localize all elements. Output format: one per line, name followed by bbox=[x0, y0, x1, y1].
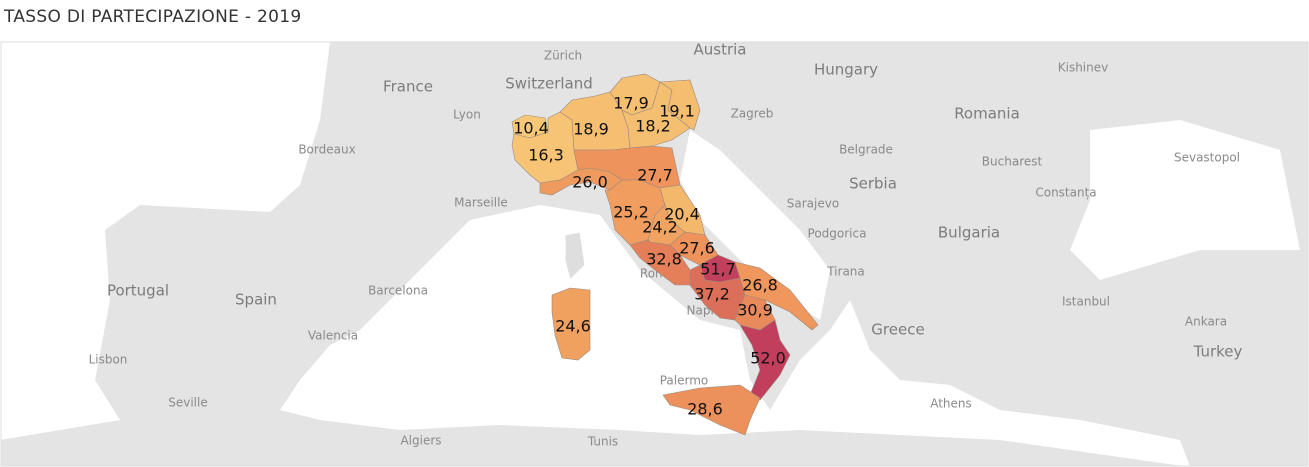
region-value: 52,0 bbox=[750, 349, 786, 368]
place-label: Algiers bbox=[400, 434, 441, 448]
place-label: Belgrade bbox=[839, 143, 893, 157]
sea bbox=[1070, 120, 1300, 280]
place-label: Zagreb bbox=[731, 107, 774, 121]
place-label: Tirana bbox=[826, 265, 865, 279]
place-label: Valencia bbox=[308, 329, 358, 343]
place-label: Turkey bbox=[1193, 343, 1243, 361]
region-value: 10,4 bbox=[513, 119, 549, 138]
place-label: Portugal bbox=[107, 282, 169, 300]
region-value: 25,2 bbox=[613, 203, 649, 222]
place-label: Bordeaux bbox=[298, 143, 355, 157]
region-value: 24,2 bbox=[642, 218, 678, 237]
sea bbox=[1, 42, 330, 440]
sea bbox=[280, 205, 1190, 466]
region-value: 26,0 bbox=[572, 173, 608, 192]
place-label: Kishinev bbox=[1058, 61, 1108, 75]
region-value: 18,2 bbox=[635, 117, 671, 136]
place-label: Sarajevo bbox=[787, 197, 839, 211]
region-value: 27,7 bbox=[637, 166, 673, 185]
title: TASSO DI PARTECIPAZIONE - 2019 bbox=[4, 7, 302, 27]
place-label: Podgorica bbox=[808, 227, 867, 241]
place-label: Ankara bbox=[1185, 315, 1227, 329]
place-label: Serbia bbox=[849, 175, 897, 193]
place-label: Romania bbox=[954, 105, 1020, 123]
region-value: 18,9 bbox=[573, 120, 609, 139]
place-label: Austria bbox=[694, 41, 747, 59]
region-value: 27,6 bbox=[679, 239, 715, 258]
place-label: Sevastopol bbox=[1174, 151, 1240, 165]
place-label: Athens bbox=[930, 397, 972, 411]
region bbox=[734, 261, 819, 331]
place-label: Bulgaria bbox=[938, 224, 1000, 242]
place-label: Hungary bbox=[814, 61, 878, 79]
place-label: Palermo bbox=[660, 374, 709, 388]
land bbox=[564, 231, 586, 281]
place-label: Seville bbox=[168, 396, 208, 410]
region bbox=[659, 79, 701, 131]
region-value: 19,1 bbox=[659, 102, 695, 121]
place-label: Barcelona bbox=[368, 284, 428, 298]
region-value: 24,6 bbox=[555, 317, 591, 336]
region bbox=[662, 384, 761, 436]
region-value: 51,7 bbox=[700, 260, 736, 279]
region-value: 30,9 bbox=[737, 301, 773, 320]
region bbox=[739, 319, 791, 401]
map-frame bbox=[0, 41, 1309, 467]
place-label: Bucharest bbox=[982, 155, 1043, 169]
region-value: 26,8 bbox=[742, 276, 778, 295]
region-value: 28,6 bbox=[687, 400, 723, 419]
place-label: Switzerland bbox=[505, 75, 593, 93]
place-label: Lisbon bbox=[89, 353, 128, 367]
region bbox=[551, 287, 591, 361]
region-value: 16,3 bbox=[528, 146, 564, 165]
region-value: 17,9 bbox=[613, 94, 649, 113]
sea bbox=[680, 130, 830, 320]
region-value: 20,4 bbox=[664, 205, 700, 224]
place-label: Constanța bbox=[1035, 186, 1096, 200]
place-label: France bbox=[383, 78, 433, 96]
place-label: Spain bbox=[235, 291, 277, 309]
place-label: Tunis bbox=[587, 435, 618, 449]
place-label: Zürich bbox=[544, 49, 582, 63]
region-value: 32,8 bbox=[646, 250, 682, 269]
place-label: Greece bbox=[871, 321, 924, 339]
place-label: Istanbul bbox=[1062, 295, 1110, 309]
place-label: Lyon bbox=[453, 108, 481, 122]
region-value: 37,2 bbox=[694, 285, 730, 304]
place-label: Marseille bbox=[454, 196, 508, 210]
